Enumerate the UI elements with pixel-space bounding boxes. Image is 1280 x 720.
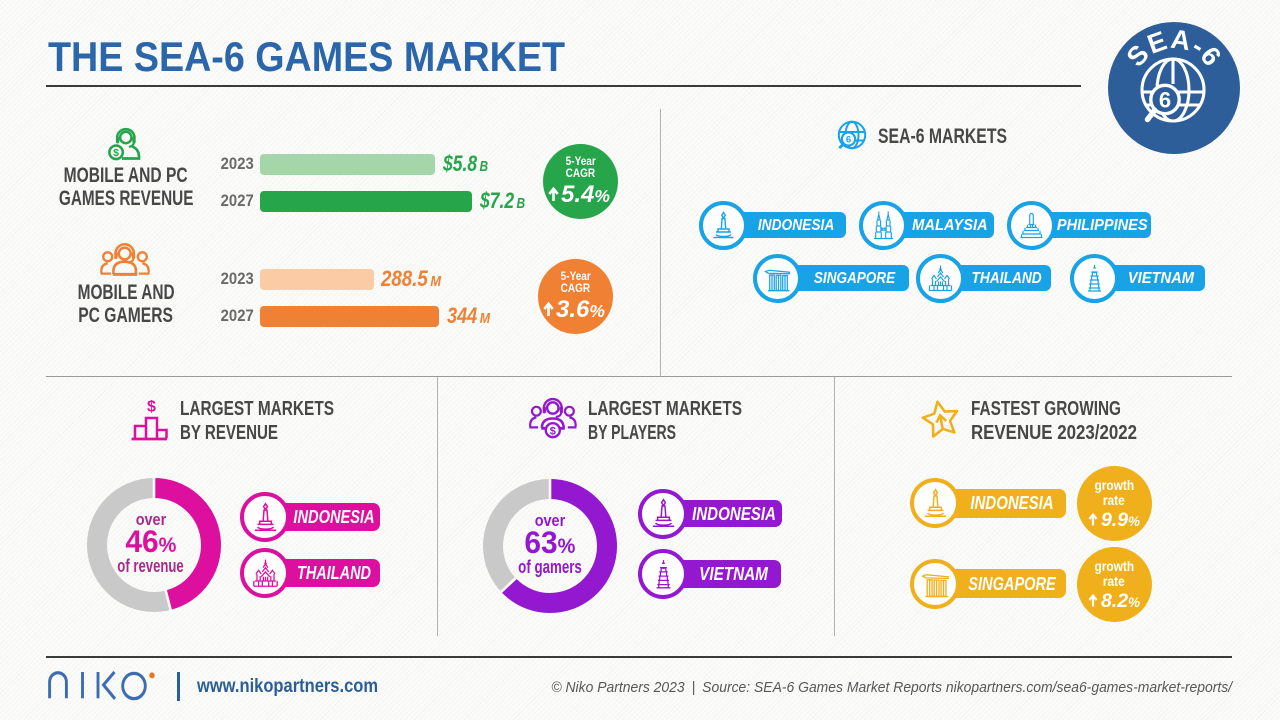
svg-text:6: 6 xyxy=(846,135,851,146)
svg-text:$: $ xyxy=(550,426,556,438)
svg-text:$: $ xyxy=(147,399,156,416)
svg-text:6: 6 xyxy=(1159,88,1171,113)
svg-text:$: $ xyxy=(113,147,119,159)
